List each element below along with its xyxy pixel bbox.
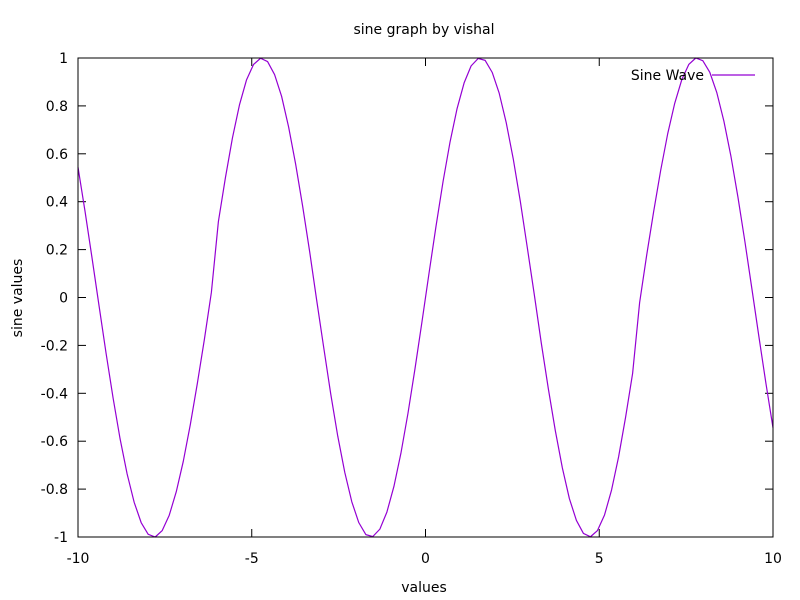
y-tick-label: -0.4 <box>41 386 68 402</box>
x-tick-label: -5 <box>245 551 259 567</box>
y-axis-label: sine values <box>10 259 26 338</box>
y-tick-label: -0.6 <box>41 434 68 450</box>
x-tick-label: 0 <box>421 551 430 567</box>
y-tick-label: -1 <box>54 530 68 546</box>
legend-label-sine-wave: Sine Wave <box>631 68 704 84</box>
y-tick-label: 0.6 <box>46 147 68 163</box>
x-tick-label: -10 <box>67 551 90 567</box>
x-axis-label: values <box>401 580 447 596</box>
y-tick-label: 0.8 <box>46 99 68 115</box>
y-tick-label: 1 <box>59 51 68 67</box>
y-tick-label: -0.2 <box>41 338 68 354</box>
x-tick-label: 10 <box>764 551 782 567</box>
y-tick-label: -0.8 <box>41 482 68 498</box>
chart-title: sine graph by vishal <box>354 22 495 38</box>
y-tick-label: 0.4 <box>46 195 68 211</box>
tick-labels: -10 -5 0 5 10 -1 -0.8 -0.6 -0.4 -0.2 0 0.2 0.4 0.6 0.8… <box>41 51 782 567</box>
y-tick-label: 0.2 <box>46 243 68 259</box>
series-line-sine-wave <box>77 57 774 538</box>
x-tick-label: 5 <box>595 551 604 567</box>
legend: Sine Wave <box>631 68 755 84</box>
plot-border <box>77 57 774 538</box>
y-tick-label: 0 <box>59 291 68 307</box>
plot-area <box>77 57 774 538</box>
